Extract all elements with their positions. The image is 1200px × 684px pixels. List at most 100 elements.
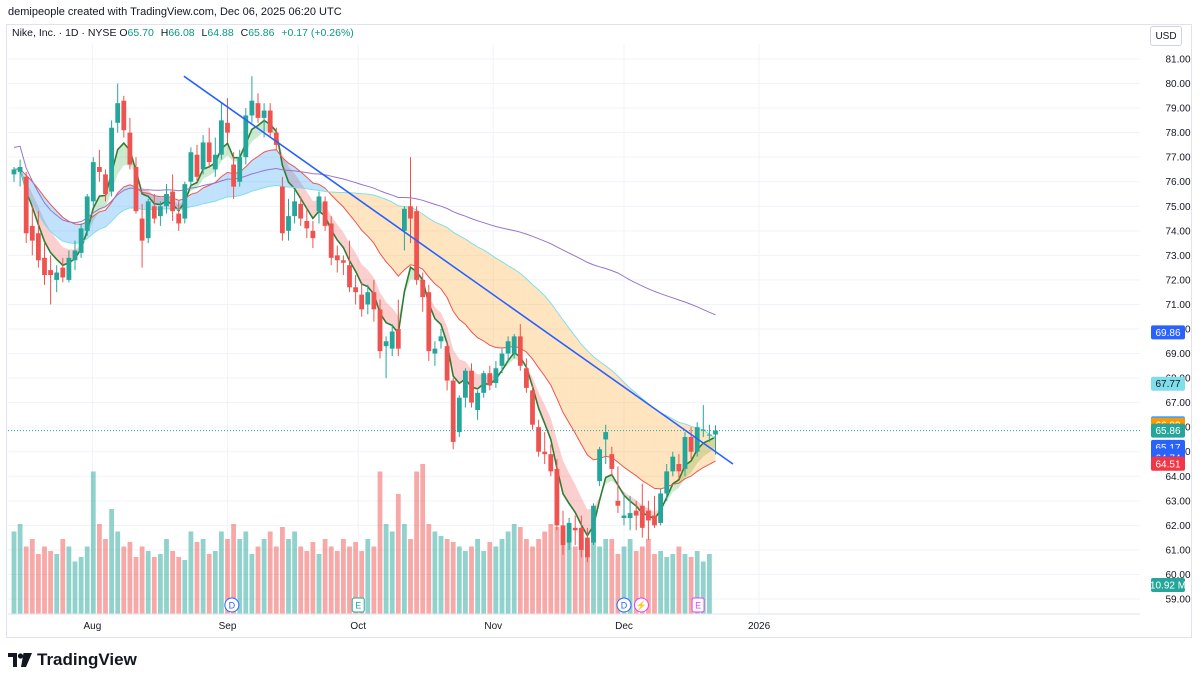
volume-bar bbox=[670, 554, 676, 614]
volume-bar bbox=[566, 539, 572, 614]
candle-body bbox=[316, 196, 322, 212]
cloud-segment bbox=[489, 253, 496, 348]
close-value: 65.86 bbox=[248, 27, 275, 39]
volume-bar bbox=[286, 539, 291, 614]
cloud-segment bbox=[447, 227, 454, 312]
ribbon-segment bbox=[386, 302, 393, 326]
cloud-segment bbox=[209, 182, 216, 203]
volume-bar bbox=[432, 531, 438, 614]
price-tick-label: 76.00 bbox=[1165, 177, 1190, 188]
candle bbox=[341, 255, 346, 275]
candle bbox=[322, 196, 328, 231]
volume-bar bbox=[475, 539, 480, 614]
trendline-layer bbox=[183, 75, 734, 465]
price-tag-bg bbox=[1151, 325, 1185, 340]
candle bbox=[487, 365, 493, 391]
volume-bar bbox=[664, 557, 670, 614]
candle bbox=[517, 324, 523, 371]
currency-button[interactable]: USD bbox=[1150, 26, 1182, 46]
candle bbox=[481, 370, 487, 398]
cloud-segment bbox=[288, 163, 295, 188]
volume-bar bbox=[359, 551, 365, 614]
change-value: +0.17 (+0.26%) bbox=[281, 27, 354, 39]
candle bbox=[444, 341, 450, 391]
volume-bar bbox=[66, 546, 72, 614]
volume-bar bbox=[621, 546, 627, 614]
candle bbox=[182, 181, 188, 224]
volume-bar bbox=[164, 539, 169, 614]
candle-body bbox=[273, 132, 279, 145]
volume-bar bbox=[249, 554, 255, 614]
event-marker-earnings-upcoming[interactable]: E bbox=[691, 597, 705, 613]
candle bbox=[212, 137, 218, 177]
cloud-segment bbox=[68, 221, 75, 244]
candle bbox=[359, 282, 365, 317]
volume-bar bbox=[212, 551, 218, 614]
candle bbox=[627, 495, 633, 531]
volume-bar bbox=[237, 539, 243, 614]
event-marker-dividend[interactable]: D bbox=[224, 597, 240, 613]
ribbon-segment bbox=[349, 243, 356, 272]
candle bbox=[524, 358, 529, 393]
volume-bar bbox=[469, 546, 474, 614]
volume-bar bbox=[267, 531, 273, 614]
candle bbox=[11, 167, 17, 182]
price-tag-text: 10.92 M bbox=[1150, 581, 1186, 592]
candle-body bbox=[133, 167, 139, 212]
marker-label: D bbox=[621, 601, 628, 611]
price-tag: 65.86 bbox=[1151, 423, 1185, 438]
tradingview-brand[interactable]: TradingView bbox=[8, 650, 137, 670]
candle bbox=[591, 503, 596, 545]
ribbon-segment bbox=[154, 195, 161, 205]
volume-bar bbox=[347, 546, 352, 614]
candle bbox=[328, 216, 334, 266]
cloud-segment bbox=[343, 192, 350, 215]
ribbon-segment bbox=[441, 312, 448, 344]
candle bbox=[676, 454, 682, 479]
candle-body bbox=[42, 257, 47, 275]
candle-body bbox=[66, 257, 72, 280]
cloud-segment bbox=[599, 361, 606, 459]
candle-body bbox=[29, 225, 35, 241]
volume-bar bbox=[530, 546, 535, 614]
candle-body bbox=[530, 390, 535, 425]
candle-body bbox=[700, 429, 706, 431]
cloud-segment bbox=[459, 235, 466, 325]
candle bbox=[389, 324, 395, 356]
cloud-segment bbox=[526, 278, 533, 359]
candle bbox=[23, 171, 29, 244]
candle bbox=[652, 495, 657, 528]
volume-bar bbox=[438, 536, 444, 614]
marker-label: D bbox=[229, 601, 236, 611]
candle bbox=[353, 275, 358, 305]
cloud-segment bbox=[386, 199, 393, 269]
volume-bar bbox=[115, 531, 121, 614]
candle bbox=[633, 500, 639, 531]
ribbon-segment bbox=[373, 277, 380, 314]
event-marker-event[interactable]: ⚡ bbox=[633, 597, 649, 613]
volume-bar bbox=[505, 531, 511, 614]
price-tag-text: 67.77 bbox=[1155, 379, 1180, 390]
candle bbox=[536, 419, 541, 457]
candle-body bbox=[621, 515, 627, 518]
volume-bar bbox=[463, 551, 468, 614]
cloud-segment bbox=[373, 195, 380, 254]
price-tick-label: 67.00 bbox=[1165, 398, 1190, 409]
volume-bar bbox=[103, 539, 108, 614]
volume-bar bbox=[328, 546, 334, 614]
candle-body bbox=[542, 451, 548, 455]
candle bbox=[164, 184, 169, 214]
candle bbox=[249, 76, 255, 123]
ribbon-segment bbox=[300, 182, 307, 209]
volume-bar bbox=[280, 527, 285, 614]
volume-bar bbox=[188, 531, 194, 614]
ma-100-line bbox=[13, 145, 716, 316]
candle bbox=[286, 198, 291, 241]
event-marker-earnings[interactable]: E bbox=[351, 597, 365, 613]
event-marker-dividend[interactable]: D bbox=[616, 597, 632, 613]
candle-body bbox=[371, 292, 377, 310]
cloud-segment bbox=[319, 184, 326, 192]
volume-bar bbox=[194, 542, 200, 614]
candle-body bbox=[536, 427, 541, 452]
